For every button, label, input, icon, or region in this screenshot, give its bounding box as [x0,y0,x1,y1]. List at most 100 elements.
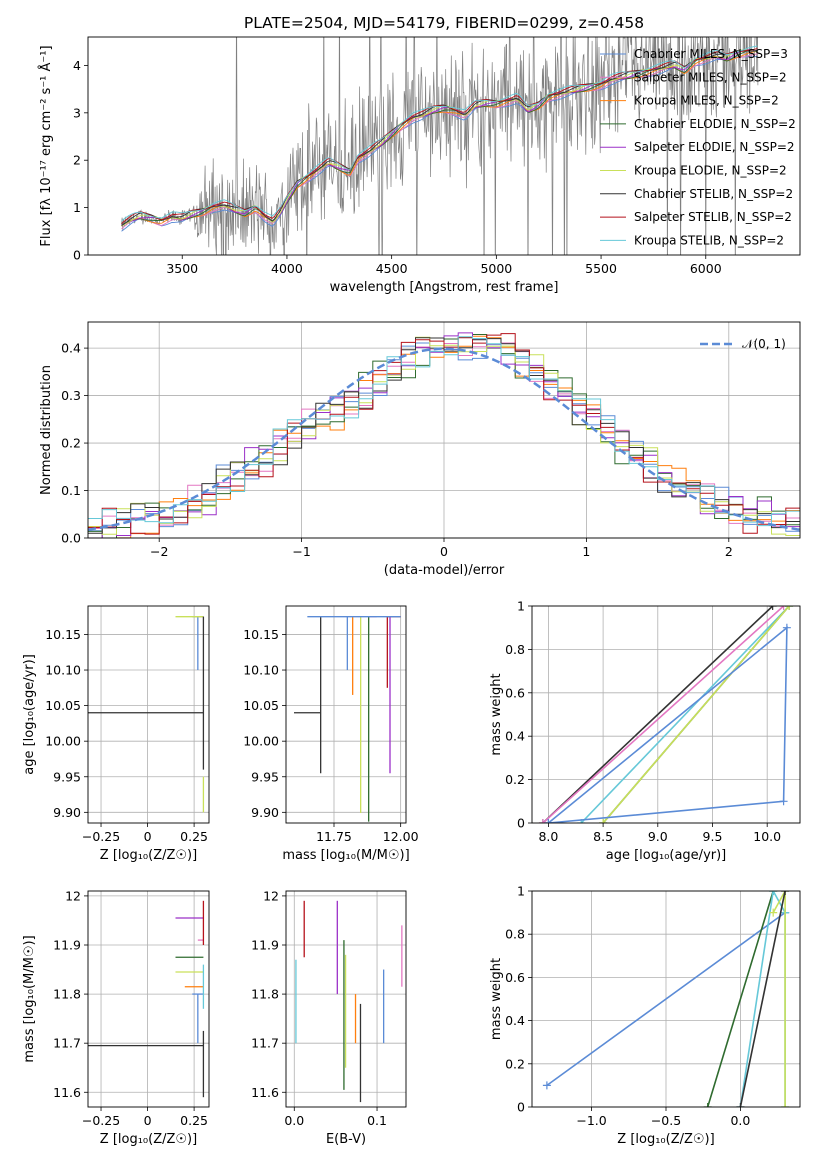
x-tick-label: −0.5 [651,1113,681,1128]
y-tick-label: 10.05 [45,698,81,713]
legend-entry: Salpeter STELIB, N_SSP=2 [634,210,792,224]
y-tick-label: 9.95 [251,769,279,784]
axes-frame [285,605,407,824]
y-axis-label: age [log₁₀(age/yr)] [22,654,37,775]
x-axis-label: age [log₁₀(age/yr)] [606,848,727,863]
panel-age_vs_mass: 11.75 12.00 9.90 9.95 10.00 10.05 10.10 10.15 ma… [243,605,419,863]
x-tick-label: −2 [150,544,168,559]
y-tick-label: 11.9 [251,938,279,953]
spectrum-data-line [121,37,759,255]
axes-frame [87,890,210,1108]
x-axis-label: wavelength [Angstrom, rest frame] [330,280,559,295]
axes-frame [87,321,801,539]
y-tick-label: 2 [73,153,81,168]
errorbar-chabrier-stelib [294,616,322,774]
y-tick-label: 1 [73,200,81,215]
panel-mass_vs_ebv: 0.0 0.1 11.6 11.7 11.8 11.9 12 E(B-V) [251,888,407,1147]
y-tick-label: 9.90 [251,805,279,820]
legend-entry: Kroupa MILES, N_SSP=2 [634,94,779,108]
errorbar-chabrier-miles [192,993,204,1044]
plot-area-spectrum [121,37,759,255]
x-axis-label: E(B-V) [326,1132,366,1147]
panel-residuals: −2 −1 0 1 2 0.0 0.1 0.2 0.3 0.4 (data-model)/error… [39,321,801,578]
legend-entry: Kroupa ELODIE, N_SSP=2 [634,164,787,178]
x-tick-label: 0 [440,544,448,559]
y-tick-label: 1 [517,884,525,899]
y-axis-label: Flux [fλ 10⁻¹⁷ erg cm⁻² s⁻¹ Å⁻¹] [38,45,54,246]
y-tick-label: 11.8 [53,987,81,1002]
plot-area-massweight_vs_age [538,606,794,823]
weight-line-salpeter-miles [538,606,788,823]
y-tick-label: 0.8 [505,642,525,657]
panel-massweight_vs_age: 8.0 8.5 9.0 9.5 10.0 0 0.2 0.4 0.6 0.8 1 age [log₁₀… [489,599,801,863]
y-tick-label: 11.8 [251,987,279,1002]
x-tick-label: −0.25 [82,1113,120,1128]
x-tick-label: 11.75 [316,829,352,844]
x-tick-label: 0.0 [284,1113,304,1128]
weight-marker [703,1103,712,1107]
x-tick-label: −1 [292,544,310,559]
errorbar-chabrier-stelib [88,1030,205,1098]
legend-entry: 𝒩(0, 1) [742,337,786,351]
weight-line-kroupa-elodie [599,606,794,823]
x-tick-label: 0.25 [180,1113,208,1128]
residual-histogram-salpeter-stelib [88,333,800,535]
y-tick-label: 0.0 [61,531,81,546]
y-tick-label: 0.4 [61,341,81,356]
y-tick-label: 11.7 [53,1036,81,1051]
y-tick-label: 0.2 [61,436,81,451]
normal-pdf-line [88,347,800,531]
y-tick-label: 0.6 [505,970,525,985]
y-tick-label: 12 [263,888,279,903]
y-axis-label: mass [log₁₀(M/M☉)] [22,935,37,1062]
y-tick-label: 11.9 [53,938,81,953]
y-tick-label: 0.4 [505,729,525,744]
legend-entry: Salpeter ELODIE, N_SSP=2 [634,140,795,154]
y-axis-label: mass weight [489,958,504,1040]
plot-area-mass_vs_Z [88,900,205,1098]
legend-entry: Salpeter MILES, N_SSP=2 [634,70,787,84]
y-tick-label: 0.2 [505,772,525,787]
x-tick-label: 0 [144,829,152,844]
y-tick-label: 0.2 [505,1056,525,1071]
plot-area-residuals [88,332,800,538]
x-tick-label: 0.0 [730,1113,750,1128]
x-tick-label: 4500 [376,261,408,276]
legend-entry: Chabrier STELIB, N_SSP=2 [634,187,793,201]
figure-title: PLATE=2504, MJD=54179, FIBERID=0299, z=0… [244,14,644,32]
y-tick-label: 10.10 [243,663,279,678]
weight-marker [785,606,794,610]
axes-frame [531,890,801,1108]
axes-frame [87,605,210,824]
x-tick-label: 4000 [271,261,303,276]
weight-marker [599,819,608,823]
x-tick-label: 10.0 [753,829,781,844]
x-tick-label: 0 [144,1113,152,1128]
y-tick-label: 10.15 [45,627,81,642]
y-tick-label: 11.6 [53,1085,81,1100]
x-axis-label: Z [log₁₀(Z/Z☉)] [100,848,197,863]
legend-entry: Chabrier MILES, N_SSP=3 [634,47,788,61]
x-tick-label: 5500 [585,261,617,276]
axes-frame [87,36,801,256]
x-tick-label: −0.25 [82,829,120,844]
panel-massweight_vs_Z: −1.0 −0.5 0.0 0 0.2 0.4 0.6 0.8 1 Z [log₁₀(Z/Z☉)]… [489,884,801,1147]
y-axis-label: mass weight [489,673,504,755]
y-tick-label: 0.8 [505,927,525,942]
plot-area-massweight_vs_Z [542,891,790,1107]
y-tick-label: 11.7 [251,1036,279,1051]
y-tick-label: 9.90 [53,805,81,820]
weight-marker [538,819,547,823]
y-tick-label: 10.10 [45,663,81,678]
x-tick-label: 2 [725,544,733,559]
legend-entry: Chabrier ELODIE, N_SSP=2 [634,117,796,131]
x-tick-label: 9.0 [648,829,668,844]
weight-line-chabrier-stelib [736,891,790,1107]
plot-area-mass_vs_ebv [295,900,403,1103]
x-tick-label: 9.5 [703,829,723,844]
y-tick-label: 4 [73,58,81,73]
y-tick-label: 0.4 [505,1013,525,1028]
y-tick-label: 3 [73,105,81,120]
panel-age_vs_Z: −0.25 0 0.25 9.90 9.95 10.00 10.05 10.10 10.15 Z … [22,605,210,863]
